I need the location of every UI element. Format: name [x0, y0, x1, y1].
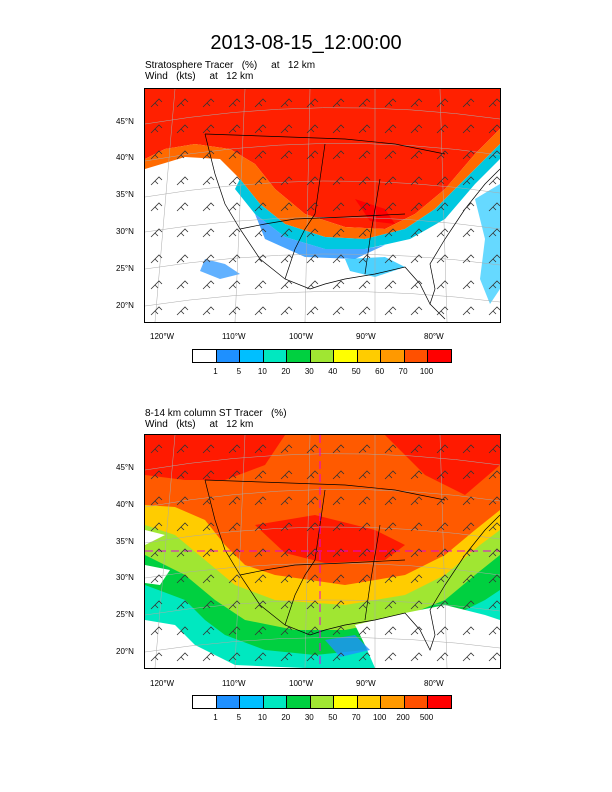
colorbar-swatch — [216, 696, 241, 708]
colorbar-swatch — [263, 350, 288, 362]
panel2-map — [144, 434, 501, 669]
panel2-lat-label: 25°N — [116, 610, 134, 619]
panel2-lon-label: 80°W — [424, 679, 444, 688]
colorbar-label: 20 — [281, 367, 291, 376]
figure-title: 2013-08-15_12:00:00 — [210, 32, 402, 54]
panel1-lon-label: 100°W — [289, 332, 314, 341]
colorbar-label: 1 — [213, 713, 218, 722]
colorbar-swatch — [287, 350, 311, 362]
colorbar-swatch — [193, 350, 217, 362]
colorbar-swatch — [287, 696, 311, 708]
colorbar-label: 70 — [351, 713, 361, 722]
colorbar-label: 200 — [396, 713, 410, 722]
panel2-lon-label: 90°W — [356, 679, 376, 688]
panel2-lat-label: 30°N — [116, 573, 134, 582]
colorbar-swatch — [334, 350, 358, 362]
panel1-map — [144, 88, 501, 323]
colorbar-label: 60 — [375, 367, 385, 376]
panel2-lon-label: 120°W — [150, 679, 175, 688]
colorbar-swatch — [216, 350, 241, 362]
panel1-lat-label: 35°N — [116, 190, 134, 199]
colorbar-label: 500 — [419, 713, 434, 722]
colorbar-swatch — [193, 696, 217, 708]
colorbar-swatch — [310, 696, 335, 708]
panel2-lat-label: 35°N — [116, 537, 134, 546]
colorbar-label: 1 — [213, 367, 218, 376]
colorbar-swatch — [381, 350, 405, 362]
panel2-lat-label: 20°N — [116, 647, 134, 656]
panel1-lon-label: 90°W — [356, 332, 376, 341]
colorbar-label: 40 — [328, 367, 338, 376]
colorbar-label: 10 — [257, 367, 267, 376]
panel2-subtitle: Wind (kts) at 12 km — [145, 419, 254, 430]
colorbar-swatch — [334, 696, 358, 708]
colorbar-swatch — [428, 350, 452, 362]
panel2-map-svg — [145, 435, 500, 668]
colorbar-label: 100 — [419, 367, 434, 376]
colorbar-swatch — [404, 696, 429, 708]
panel1-lat-label: 30°N — [116, 227, 134, 236]
colorbar-label: 100 — [372, 713, 387, 722]
colorbar-swatch — [381, 696, 405, 708]
colorbar-label: 30 — [304, 713, 314, 722]
panel1-lon-label: 120°W — [150, 332, 175, 341]
colorbar-swatch — [404, 350, 429, 362]
colorbar-label: 50 — [328, 713, 338, 722]
panel1-subtitle: Wind (kts) at 12 km — [145, 71, 254, 82]
colorbar-swatch — [240, 696, 264, 708]
panel1-lon-label: 110°W — [222, 332, 246, 341]
panel2-colorbar — [192, 695, 452, 709]
colorbar-label: 30 — [304, 367, 314, 376]
colorbar-swatch — [310, 350, 335, 362]
colorbar-swatch — [263, 696, 288, 708]
panel1-lon-label: 80°W — [424, 332, 444, 341]
panel1-lat-label: 25°N — [116, 264, 134, 273]
colorbar-label: 70 — [398, 367, 408, 376]
panel2-lat-label: 40°N — [116, 500, 134, 509]
panel1-colorbar — [192, 349, 452, 363]
colorbar-swatch — [428, 696, 452, 708]
panel1-map-svg — [145, 89, 500, 322]
panel1-lat-label: 45°N — [116, 117, 134, 126]
panel2-lat-label: 45°N — [116, 463, 134, 472]
colorbar-label: 50 — [351, 367, 361, 376]
colorbar-label: 10 — [257, 713, 267, 722]
panel1-lat-label: 20°N — [116, 301, 134, 310]
panel2-lon-label: 110°W — [222, 679, 246, 688]
panel2-lon-label: 100°W — [289, 679, 314, 688]
panel1-title: Stratosphere Tracer (%) at 12 km — [145, 60, 316, 71]
colorbar-swatch — [357, 696, 382, 708]
colorbar-label: 5 — [236, 367, 242, 376]
colorbar-label: 5 — [236, 713, 242, 722]
colorbar-swatch — [357, 350, 382, 362]
colorbar-label: 20 — [281, 713, 291, 722]
panel2-title: 8-14 km column ST Tracer (%) — [145, 408, 287, 419]
panel1-lat-label: 40°N — [116, 153, 134, 162]
colorbar-swatch — [240, 350, 264, 362]
